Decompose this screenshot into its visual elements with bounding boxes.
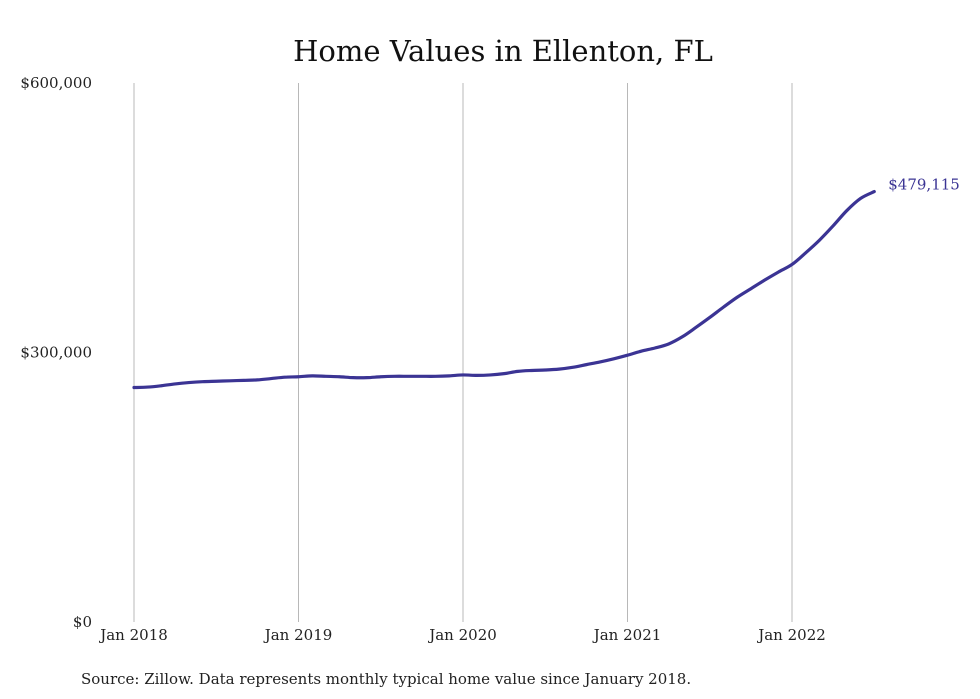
x-tick-label: Jan 2020 xyxy=(427,626,497,644)
y-tick-label: $0 xyxy=(73,613,92,631)
x-axis-tick-labels: Jan 2018 Jan 2019 Jan 2020 Jan 2021 Jan 2022 xyxy=(98,626,826,644)
x-tick-label: Jan 2019 xyxy=(263,626,333,644)
home-value-series-line xyxy=(132,190,876,390)
source-note: Source: Zillow. Data represents monthly … xyxy=(81,670,691,688)
vertical-gridlines xyxy=(133,83,793,622)
chart-title: Home Values in Ellenton, FL xyxy=(293,34,713,68)
x-tick-label: Jan 2021 xyxy=(592,626,662,644)
latest-value-label: $479,115 xyxy=(888,176,960,194)
y-tick-label: $300,000 xyxy=(20,344,92,362)
x-tick-label: Jan 2018 xyxy=(98,626,168,644)
y-tick-label: $600,000 xyxy=(20,74,92,92)
x-tick-label: Jan 2022 xyxy=(756,626,826,644)
y-axis-tick-labels: $0 $300,000 $600,000 xyxy=(20,74,92,631)
